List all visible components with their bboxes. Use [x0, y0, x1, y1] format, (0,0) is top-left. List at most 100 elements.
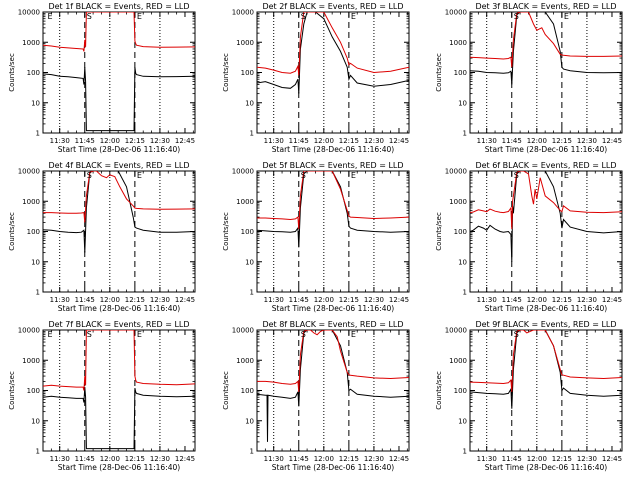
y-tick-label: 10: [245, 258, 254, 266]
y-tick-label: 100: [241, 69, 254, 77]
x-tick-label: 12:00: [527, 296, 547, 304]
plot-title: Det 1f BLACK = Events, RED = LLD: [48, 2, 189, 11]
detector-plot-7: Det 7f BLACK = Events, RED = LLD 1 10 100 10…: [8, 320, 196, 472]
y-tick-label: 10: [458, 417, 467, 425]
series-line-events: [470, 330, 622, 409]
y-tick-label: 1: [463, 289, 467, 297]
x-tick-label: 12:45: [175, 137, 195, 145]
series-line-events: [43, 67, 195, 132]
x-axis-label: Start Time (28-Dec-06 11:16:40): [58, 463, 180, 472]
y-axis-label: Counts/sec: [8, 53, 16, 92]
series-line-lld: [43, 12, 195, 52]
state-marker: E: [351, 330, 356, 339]
x-axis-label: Start Time (28-Dec-06 11:16:40): [485, 463, 607, 472]
y-tick-label: 1: [36, 448, 40, 456]
series-line-events: [470, 171, 622, 262]
y-tick-label: 1: [463, 130, 467, 138]
series-line-events: [43, 171, 195, 253]
plot-frame: [256, 329, 410, 452]
y-tick-label: 1000: [449, 39, 467, 47]
x-tick-label: 11:45: [289, 455, 309, 463]
x-tick-label: 11:30: [477, 455, 497, 463]
series-line-lld: [257, 330, 409, 392]
x-tick-label: 12:00: [100, 455, 120, 463]
x-tick-label: 12:00: [527, 455, 547, 463]
y-tick-label: 1000: [22, 357, 40, 365]
x-tick-label: 11:45: [502, 296, 522, 304]
y-tick-label: 10000: [18, 9, 40, 17]
y-axis-label: Counts/sec: [8, 212, 16, 251]
x-tick-label: 12:30: [150, 296, 170, 304]
x-tick-label: 12:30: [364, 455, 384, 463]
x-tick-label: 12:30: [150, 455, 170, 463]
y-tick-label: 1: [36, 289, 40, 297]
series-line-lld: [43, 171, 195, 223]
x-tick-label: 11:45: [502, 455, 522, 463]
x-tick-label: 12:45: [175, 455, 195, 463]
series-line-events: [257, 12, 409, 94]
detector-plot-2: Det 2f BLACK = Events, RED = LLD 1 10 100 10…: [222, 2, 410, 154]
x-tick-label: 12:00: [527, 137, 547, 145]
plot-title: Det 9f BLACK = Events, RED = LLD: [475, 320, 616, 329]
plot-frame: [469, 170, 623, 293]
y-tick-label: 1: [250, 130, 254, 138]
x-tick-label: 11:45: [289, 137, 309, 145]
plot-frame: [42, 11, 196, 134]
state-marker: E: [564, 12, 569, 21]
y-tick-label: 100: [27, 228, 40, 236]
x-tick-label: 12:15: [552, 455, 572, 463]
series-line-lld: [470, 12, 622, 68]
x-tick-label: 12:15: [125, 296, 145, 304]
x-tick-label: 12:45: [389, 455, 409, 463]
y-tick-label: 1000: [449, 357, 467, 365]
x-tick-label: 12:45: [175, 296, 195, 304]
x-tick-label: 12:45: [602, 137, 622, 145]
y-tick-label: 1000: [22, 198, 40, 206]
y-axis-label: Counts/sec: [8, 371, 16, 410]
y-tick-label: 10: [245, 417, 254, 425]
detector-plot-6: Det 6f BLACK = Events, RED = LLD 1 10 100 10…: [435, 161, 623, 313]
y-axis-label: Counts/sec: [435, 212, 443, 251]
state-marker: E: [564, 330, 569, 339]
y-tick-label: 100: [454, 228, 467, 236]
x-tick-label: 11:30: [264, 296, 284, 304]
y-axis-label: Counts/sec: [435, 53, 443, 92]
state-marker: E: [48, 330, 53, 339]
state-marker: S: [514, 330, 519, 339]
y-axis-label: Counts/sec: [435, 371, 443, 410]
x-axis-label: Start Time (28-Dec-06 11:16:40): [485, 145, 607, 154]
x-tick-label: 12:15: [339, 137, 359, 145]
x-tick-label: 11:30: [50, 455, 70, 463]
state-marker: E: [137, 171, 142, 180]
series-line-lld: [470, 171, 622, 230]
x-tick-label: 12:45: [602, 296, 622, 304]
x-tick-label: 11:30: [264, 455, 284, 463]
series-line-lld: [43, 330, 195, 391]
x-tick-label: 11:45: [75, 137, 95, 145]
y-tick-label: 10000: [232, 168, 254, 176]
x-tick-label: 12:00: [314, 455, 334, 463]
y-tick-label: 1: [250, 289, 254, 297]
x-axis-label: Start Time (28-Dec-06 11:16:40): [272, 304, 394, 313]
detector-plot-9: Det 9f BLACK = Events, RED = LLD 1 10 100 10…: [435, 320, 623, 472]
x-tick-label: 12:00: [100, 296, 120, 304]
plot-frame: [42, 170, 196, 293]
x-tick-label: 12:15: [552, 296, 572, 304]
y-tick-label: 10000: [445, 9, 467, 17]
y-tick-label: 1000: [236, 39, 254, 47]
x-tick-label: 11:45: [75, 296, 95, 304]
detector-plot-8: Det 8f BLACK = Events, RED = LLD 1 10 100 10…: [222, 320, 410, 472]
series-line-events: [470, 12, 622, 85]
x-axis-label: Start Time (28-Dec-06 11:16:40): [272, 463, 394, 472]
state-marker: S: [301, 171, 306, 180]
y-tick-label: 10000: [445, 168, 467, 176]
y-tick-label: 1: [250, 448, 254, 456]
y-axis-label: Counts/sec: [222, 212, 230, 251]
y-tick-label: 1: [36, 130, 40, 138]
y-tick-label: 100: [454, 387, 467, 395]
x-tick-label: 12:30: [364, 137, 384, 145]
state-marker: S: [87, 171, 92, 180]
state-marker: S: [87, 330, 92, 339]
plot-frame: [42, 329, 196, 452]
